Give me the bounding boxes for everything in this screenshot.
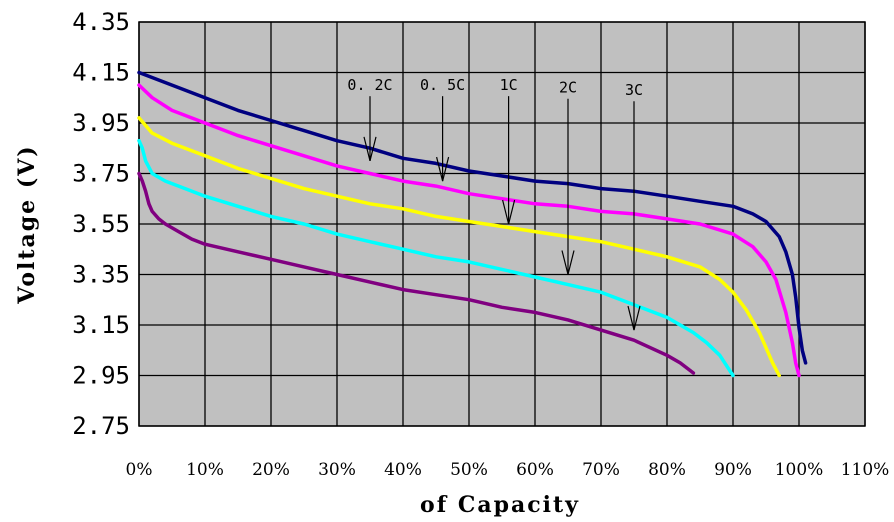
x-tick-label: 100% (775, 460, 824, 480)
x-tick-label: 40% (384, 460, 422, 480)
x-tick-label: 50% (450, 460, 488, 480)
y-tick-label: 2.95 (72, 362, 130, 390)
y-tick-label: 3.55 (72, 210, 130, 238)
annotation-label: 0. 2C (347, 76, 392, 94)
x-tick-label: 20% (252, 460, 290, 480)
annotation-label: 0. 5C (420, 76, 465, 94)
x-tick-label: 110% (841, 460, 890, 480)
y-tick-labels: 4.35 4.15 3.95 3.75 3.55 3.35 3.15 2.95 2.75 (72, 8, 130, 440)
x-tick-label: 10% (186, 460, 224, 480)
x-tick-labels: 0% 10% 20% 30% 40% 50% 60% 70% 80% 90% 100% 110% (126, 460, 890, 480)
y-tick-label: 2.75 (72, 412, 130, 440)
annotation-label: 3C (625, 81, 643, 99)
x-tick-label: 80% (648, 460, 686, 480)
y-tick-label: 3.15 (72, 311, 130, 339)
x-tick-label: 0% (126, 460, 153, 480)
annotation-label: 2C (559, 79, 577, 97)
x-tick-label: 90% (714, 460, 752, 480)
annotation-label: 1C (500, 76, 518, 94)
x-axis-label: of Capacity (420, 492, 580, 518)
y-axis-label: Voltage (V) (14, 144, 40, 304)
x-tick-label: 30% (318, 460, 356, 480)
y-tick-label: 4.15 (72, 59, 130, 87)
y-tick-label: 3.75 (72, 160, 130, 188)
x-tick-label: 60% (516, 460, 554, 480)
y-tick-label: 4.35 (72, 8, 130, 36)
x-tick-label: 70% (582, 460, 620, 480)
y-tick-label: 3.35 (72, 261, 130, 289)
y-tick-label: 3.95 (72, 109, 130, 137)
